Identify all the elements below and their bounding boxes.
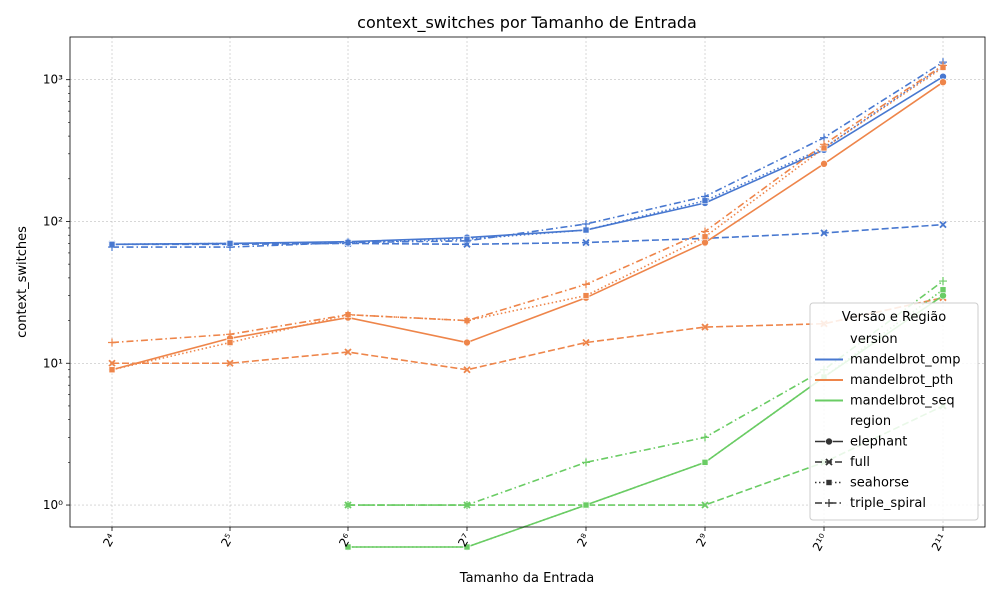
- legend-marker-elephant: [825, 437, 833, 446]
- data-point-mandelbrot_pth-triple_spiral: [582, 280, 590, 289]
- data-point-mandelbrot_pth-full: [108, 359, 116, 367]
- series-markers: [108, 58, 947, 551]
- data-point-mandelbrot_seq-triple_spiral: [701, 433, 709, 442]
- series-line-mandelbrot_seq-seahorse: [348, 289, 944, 548]
- x-axis-label: Tamanho da Entrada: [459, 571, 594, 586]
- data-point-mandelbrot_pth-triple_spiral: [108, 338, 116, 347]
- data-point-mandelbrot_pth-seahorse: [226, 339, 234, 346]
- data-point-mandelbrot_omp-full: [582, 238, 590, 247]
- data-point-mandelbrot_pth-seahorse: [108, 366, 116, 374]
- y-tick-label: 10⁰: [43, 498, 63, 512]
- data-point-mandelbrot_pth-full: [582, 338, 590, 347]
- data-point-mandelbrot_omp-triple_spiral: [463, 236, 471, 245]
- legend-entry-seahorse: seahorse: [850, 476, 909, 491]
- series-line-mandelbrot_omp-seahorse: [111, 65, 944, 246]
- legend-entry-triple_spiral: triple_spiral: [850, 496, 926, 511]
- data-point-mandelbrot_seq-triple_spiral: [939, 277, 947, 286]
- data-point-mandelbrot_pth-full: [226, 359, 234, 367]
- data-point-mandelbrot_pth-elephant: [939, 78, 947, 86]
- data-point-mandelbrot_seq-seahorse: [582, 501, 590, 509]
- legend: Versão e Região version mandelbrot_ompmand…: [809, 302, 979, 521]
- chart-title: context_switches por Tamanho de Entrada: [357, 13, 697, 33]
- data-point-mandelbrot_pth-triple_spiral: [701, 227, 709, 236]
- y-tick-label: 10²: [43, 214, 63, 228]
- legend-entry-mandelbrot_omp: mandelbrot_omp: [850, 353, 960, 368]
- series-line-mandelbrot_pth-seahorse: [111, 66, 944, 371]
- legend-entry-mandelbrot_seq: mandelbrot_seq: [850, 394, 955, 409]
- data-point-mandelbrot_seq-full: [701, 501, 709, 509]
- legend-region-header: region: [850, 414, 891, 429]
- data-point-mandelbrot_seq-seahorse: [701, 459, 709, 466]
- data-point-mandelbrot_pth-triple_spiral: [939, 61, 947, 70]
- data-point-mandelbrot_omp-triple_spiral: [226, 243, 234, 252]
- data-point-mandelbrot_seq-seahorse: [344, 543, 352, 551]
- legend-title: Versão e Região: [842, 310, 946, 325]
- data-point-mandelbrot_pth-triple_spiral: [463, 316, 471, 325]
- data-point-mandelbrot_seq-triple_spiral: [463, 501, 471, 510]
- data-point-mandelbrot_omp-triple_spiral: [344, 238, 352, 247]
- data-point-mandelbrot_pth-elephant: [463, 338, 471, 347]
- data-point-mandelbrot_seq-elephant: [939, 291, 947, 300]
- legend-entry-elephant: elephant: [850, 435, 907, 450]
- y-tick-label: 10³: [43, 73, 63, 87]
- data-point-mandelbrot_pth-elephant: [820, 160, 828, 168]
- data-point-mandelbrot_omp-full: [820, 229, 828, 237]
- data-point-mandelbrot_pth-triple_spiral: [820, 140, 828, 149]
- data-point-mandelbrot_pth-full: [463, 366, 471, 374]
- series-line-mandelbrot_pth-elephant: [111, 81, 944, 371]
- legend-version-header: version: [850, 332, 898, 347]
- y-tick-label: 10¹: [43, 356, 63, 370]
- data-point-mandelbrot_omp-full: [939, 220, 947, 229]
- data-point-mandelbrot_seq-triple_spiral: [582, 458, 590, 467]
- series-line-mandelbrot_omp-elephant: [111, 75, 944, 246]
- legend-box: [809, 302, 979, 521]
- data-point-mandelbrot_pth-full: [344, 348, 352, 356]
- y-axis-label: context_switches: [15, 226, 30, 338]
- legend-entry-mandelbrot_pth: mandelbrot_pth: [850, 373, 953, 388]
- data-point-mandelbrot_pth-seahorse: [582, 292, 590, 299]
- legend-entry-full: full: [850, 455, 870, 470]
- data-point-mandelbrot_omp-triple_spiral: [582, 219, 590, 228]
- plot-frame: [69, 36, 986, 528]
- series-line-mandelbrot_omp-full: [112, 223, 944, 246]
- data-point-mandelbrot_seq-seahorse: [939, 286, 947, 294]
- data-point-mandelbrot_pth-triple_spiral: [344, 310, 352, 319]
- data-point-mandelbrot_omp-triple_spiral: [108, 243, 116, 252]
- data-point-mandelbrot_seq-triple_spiral: [344, 501, 352, 510]
- legend-marker-full: [825, 458, 833, 466]
- grid: [70, 37, 985, 527]
- data-point-mandelbrot_pth-elephant: [701, 238, 709, 247]
- data-point-mandelbrot_pth-full: [701, 323, 709, 331]
- y-axis-ticks: 10⁰ 10¹ 10² 10³: [43, 73, 70, 512]
- data-point-mandelbrot_seq-seahorse: [463, 543, 471, 551]
- legend-marker-seahorse: [825, 479, 833, 486]
- data-point-mandelbrot_omp-triple_spiral: [701, 192, 709, 201]
- legend-marker-triple_spiral: [825, 499, 833, 507]
- data-point-mandelbrot_pth-triple_spiral: [226, 330, 234, 339]
